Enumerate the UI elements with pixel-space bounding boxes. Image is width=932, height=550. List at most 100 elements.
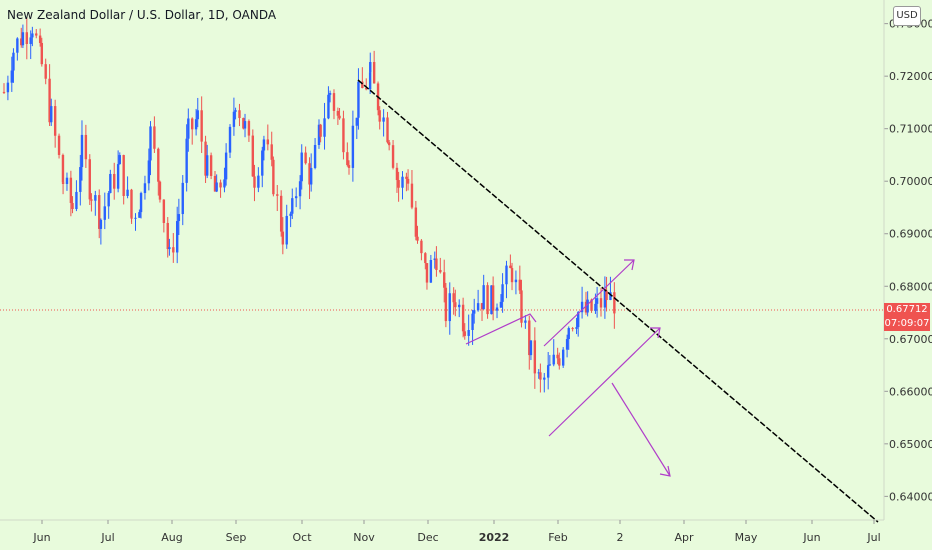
candle-body	[61, 182, 65, 184]
x-tick-label: Nov	[353, 531, 375, 544]
candle-body	[443, 272, 446, 288]
x-tick-label: Apr	[674, 531, 694, 544]
candle-body	[382, 117, 385, 122]
candle-body	[213, 175, 217, 192]
candle-body	[424, 253, 427, 264]
currency-button[interactable]: USD	[893, 6, 921, 26]
breakdown-arrow-line	[611, 382, 671, 477]
candle-body	[251, 135, 255, 177]
last-price-tag: 0.67712 07:09:07	[884, 303, 930, 331]
candle-body	[35, 33, 38, 36]
drawings[interactable]	[357, 79, 879, 523]
candle-body	[16, 38, 19, 53]
arrow-up-right-icon	[624, 259, 635, 271]
candle-body	[266, 139, 270, 145]
candle-body	[176, 221, 179, 253]
candle-body	[529, 340, 533, 356]
candle-body	[157, 148, 160, 182]
y-tick-label: 0.66000	[889, 385, 932, 398]
x-axis[interactable]: Jun Jul Aug Sep Oct Nov Dec 2022 Feb 2 Apr May Jun Ju…	[0, 519, 884, 544]
candle-body	[40, 42, 44, 65]
arrow-down-right-icon	[659, 465, 671, 477]
candle-body	[499, 301, 503, 308]
candles	[2, 17, 616, 393]
candle-body	[6, 82, 10, 93]
candle-body	[346, 152, 349, 166]
candle-body	[565, 339, 569, 350]
candle-body	[126, 189, 129, 196]
bar-countdown: 07:09:07	[884, 318, 930, 329]
candle-body	[491, 285, 495, 311]
x-tick-label: Jun	[32, 531, 50, 544]
candle-body	[88, 159, 91, 200]
candle-body	[234, 110, 237, 112]
candle-body	[332, 93, 336, 111]
candle-body	[304, 152, 307, 164]
candle-body	[270, 144, 273, 160]
candle-body	[605, 290, 608, 301]
candle-body	[253, 176, 256, 188]
candle-body	[281, 231, 285, 245]
candle-body	[228, 126, 232, 153]
candle-body	[416, 236, 419, 241]
candle-body	[533, 340, 537, 374]
candle-body	[584, 301, 588, 313]
candle-body	[458, 304, 461, 308]
candle-body	[99, 219, 103, 229]
candle-body	[405, 176, 408, 179]
candle-body	[552, 354, 555, 365]
y-tick-label: 0.64000	[889, 490, 932, 503]
candle-body	[313, 144, 317, 168]
candle-body	[558, 358, 561, 366]
candle-body	[12, 52, 15, 71]
candle-body	[368, 72, 372, 90]
candle-body	[118, 155, 121, 165]
candle-body	[539, 372, 542, 380]
candle-body	[338, 115, 341, 119]
candle-body	[113, 173, 116, 189]
candle-body	[158, 181, 162, 200]
candle-body	[48, 78, 51, 123]
y-axis[interactable]: 0.730000.720000.710000.700000.690000.680…	[883, 0, 932, 520]
candle-body	[528, 320, 531, 356]
candle-body	[298, 181, 302, 197]
candle-body	[524, 320, 527, 323]
x-tick-label: Feb	[548, 531, 567, 544]
candle-body	[84, 134, 88, 160]
candle-body	[38, 35, 42, 43]
candle-body	[482, 285, 485, 310]
candle-body	[215, 182, 218, 192]
candle-body	[505, 265, 508, 285]
candle-body	[243, 121, 247, 129]
candle-body	[387, 142, 391, 146]
candle-body	[543, 377, 546, 380]
candle-body	[61, 154, 65, 183]
candle-body	[279, 195, 283, 232]
candle-body	[520, 290, 523, 323]
candle-body	[98, 195, 101, 229]
candle-body	[130, 217, 133, 219]
candle-body	[187, 118, 190, 139]
candle-body	[580, 301, 584, 313]
candle-body	[595, 298, 599, 304]
candle-body	[223, 179, 226, 188]
x-tick-label: 2022	[479, 531, 510, 544]
candle-body	[365, 88, 368, 90]
candle-body	[452, 293, 455, 303]
candle-body	[361, 81, 364, 89]
channel-upper-extension	[604, 259, 635, 289]
candle-body	[90, 199, 93, 201]
candle-body	[50, 106, 53, 123]
candle-body	[200, 110, 203, 142]
candle-body	[181, 182, 184, 215]
y-tick-label: 0.69000	[889, 228, 932, 241]
candle-body	[397, 180, 400, 188]
candle-body	[599, 298, 603, 308]
candle-body	[80, 134, 84, 168]
candle-body	[435, 258, 438, 270]
candle-body	[300, 152, 303, 182]
x-tick-label: Jul	[866, 531, 880, 544]
candle-body	[490, 285, 493, 315]
